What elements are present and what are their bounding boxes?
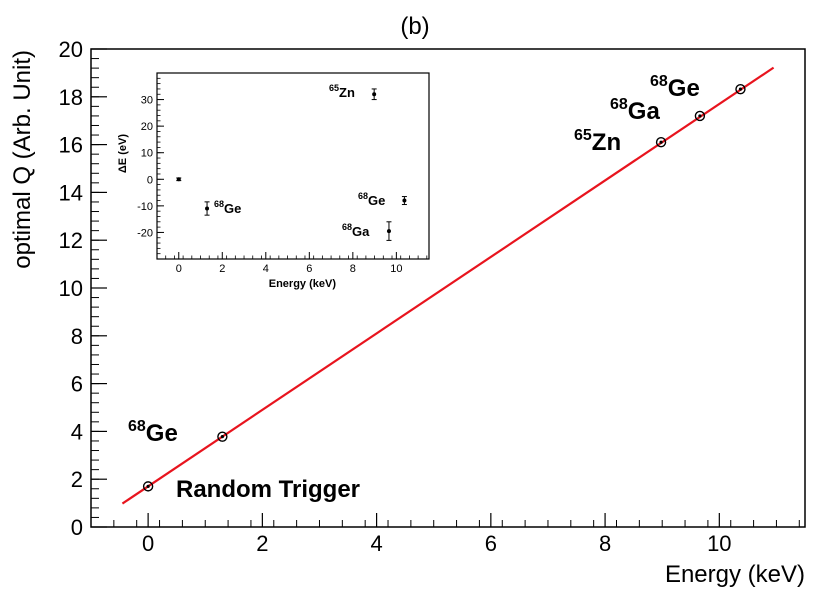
x-tick-label: 4 [370,531,382,556]
inset-y-tick-label: -20 [137,227,153,239]
inset-y-axis-label: ΔE (eV) [117,134,129,173]
inset-ticks [156,72,428,260]
inset-data-point [205,206,210,211]
inset-plot-frame [156,72,430,260]
main-ticks [90,48,800,528]
main-data-point [735,83,746,95]
panel-title: (b) [400,13,429,40]
inset-x-tick-label: 2 [219,263,225,275]
y-tick-label: 10 [59,276,83,301]
y-tick-label: 0 [71,515,83,540]
inset-annotation-ge68-low: 68Ge [214,199,241,216]
inset-data-point [176,177,181,182]
y-tick-label: 12 [59,228,83,253]
main-data-points [142,83,746,492]
main-data-point-center [738,87,743,91]
inset-annotation-ga68: 68Ga [342,222,370,239]
y-tick-label: 6 [71,372,83,397]
inset-y-tick-label: -10 [137,201,153,213]
inset-x-tick-label: 4 [263,263,269,275]
main-data-point [694,110,706,122]
main-data-point [217,431,228,442]
y-tick-label: 2 [71,467,83,492]
inset-data-point [372,92,377,97]
main-y-axis-label: optimal Q (Arb. Unit) [9,50,36,269]
inset-x-tick-label: 10 [390,263,402,275]
inset-x-axis-label: Energy (keV) [269,278,337,290]
inset-annotation-zn65: 65Zn [329,83,355,100]
annotation-ga68: 68Ga [610,96,660,125]
y-tick-label: 20 [59,37,83,62]
x-tick-label: 0 [142,531,154,556]
inset-y-tick-label: 20 [141,121,153,133]
main-x-axis-label: Energy (keV) [665,561,805,588]
inset-data-points [176,88,407,241]
inset-data-point [386,229,391,234]
main-data-point-center [220,435,224,439]
inset-y-tick-label: 30 [141,95,153,107]
x-tick-label: 6 [485,531,497,556]
main-data-point-center [698,114,702,118]
annotation-zn65: 65Zn [574,127,621,156]
main-data-point-center [146,484,150,488]
y-tick-label: 14 [59,180,83,205]
inset-x-tick-label: 0 [176,263,182,275]
main-data-point [142,481,154,492]
y-tick-label: 16 [59,133,83,158]
x-tick-label: 10 [707,531,731,556]
annotation-ge68-low: 68Ge [128,418,178,447]
annotation-random-trigger: Random Trigger [176,476,360,503]
inset-x-tick-label: 6 [306,263,312,275]
inset-y-tick-label: 0 [147,174,153,186]
inset-y-tick-label: 10 [141,148,153,160]
inset-data-point [402,198,407,203]
main-plot-frame [90,48,806,528]
x-tick-label: 8 [599,531,611,556]
inset-tick-labels: 0 2 4 6 8 10 -20 -10 0 10 20 30 [137,95,402,275]
inset-annotation-ge68-high: 68Ge [358,191,385,208]
x-tick-label: 2 [256,531,268,556]
main-data-point [655,137,667,148]
y-tick-label: 8 [71,324,83,349]
inset-x-tick-label: 8 [350,263,356,275]
y-tick-label: 18 [59,85,83,110]
annotation-ge68-high: 68Ge [650,73,700,102]
y-tick-label: 4 [71,419,83,444]
main-data-point-center [659,140,663,144]
